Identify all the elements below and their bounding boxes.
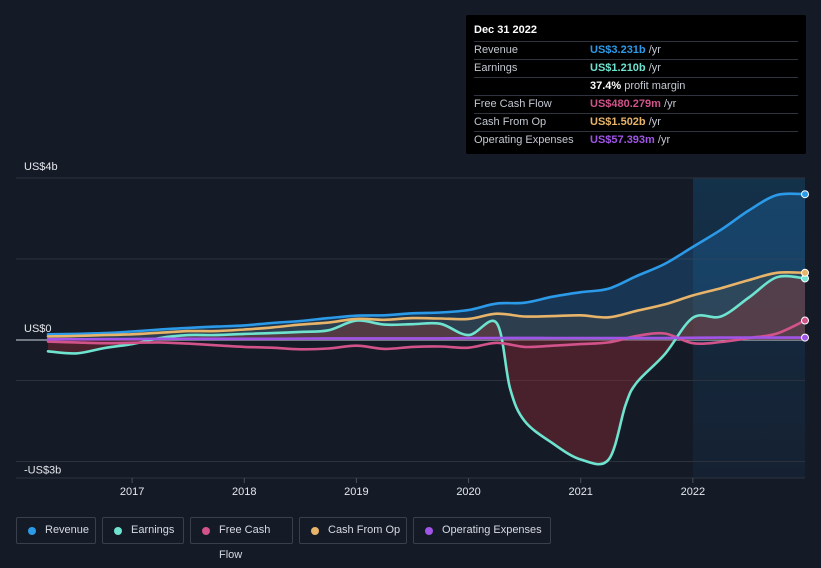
revenue-area	[48, 193, 805, 340]
x-tick-label: 2020	[456, 486, 480, 498]
x-tick-label: 2019	[344, 486, 368, 498]
y-tick-label: US$4b	[24, 161, 58, 173]
legend-item-free-cash-flow[interactable]: Free Cash Flow	[190, 517, 293, 561]
tooltip-date: Dec 31 2022	[474, 24, 798, 42]
tooltip-row-value: US$1.502b /yr	[590, 116, 661, 128]
tooltip-row-label: Earnings	[474, 62, 518, 74]
data-tooltip: Dec 31 2022 Revenue US$3.231b /yr Earnings…	[466, 15, 806, 154]
legend-label: Operating Expenses	[442, 524, 542, 536]
legend-label: Earnings	[131, 524, 175, 536]
x-tick-label: 2021	[568, 486, 592, 498]
tooltip-row-label: Operating Expenses	[474, 134, 574, 146]
cash-from-op-area	[48, 272, 805, 340]
tooltip-row: Revenue US$3.231b /yr	[474, 42, 798, 60]
earnings-area	[48, 276, 805, 465]
operating-expenses-line	[46, 336, 807, 341]
legend-item-earnings[interactable]: Earnings	[102, 517, 184, 544]
legend-label: Revenue	[45, 524, 90, 536]
legend-dot-icon	[202, 527, 210, 535]
x-tick-label: 2022	[681, 486, 705, 498]
x-tick-label: 2017	[120, 486, 144, 498]
tooltip-row: 37.4% profit margin	[474, 78, 798, 96]
tooltip-row: Operating Expenses US$57.393m /yr	[474, 132, 798, 149]
tooltip-row-value: US$57.393m /yr	[590, 134, 671, 146]
tooltip-row: Cash From Op US$1.502b /yr	[474, 114, 798, 132]
legend-item-revenue[interactable]: Revenue	[16, 517, 96, 544]
y-tick-label: -US$3b	[24, 465, 61, 477]
legend-item-cash-from-op[interactable]: Cash From Op	[299, 517, 407, 544]
free-cash-flow-end-point	[801, 316, 809, 325]
legend-dot-icon	[425, 527, 433, 535]
forecast-highlight-band	[693, 178, 805, 478]
tooltip-row: Free Cash Flow US$480.279m /yr	[474, 96, 798, 114]
operating-expenses-end-point	[801, 333, 809, 342]
tooltip-row: Earnings US$1.210b /yr	[474, 60, 798, 78]
tooltip-row-label: Cash From Op	[474, 116, 547, 128]
tooltip-row-value: US$3.231b /yr	[590, 44, 661, 56]
legend-dot-icon	[28, 527, 36, 535]
revenue-line	[46, 192, 807, 336]
legend-dot-icon	[311, 527, 319, 535]
legend-label: Free Cash Flow	[219, 524, 271, 561]
legend-label: Cash From Op	[328, 524, 401, 536]
earnings-line	[46, 274, 807, 466]
revenue-end-point	[801, 190, 809, 199]
tooltip-row-value: 37.4% profit margin	[590, 80, 686, 92]
y-tick-label: US$0	[24, 323, 52, 335]
tooltip-row-label: Revenue	[474, 44, 519, 56]
legend-item-operating-expenses[interactable]: Operating Expenses	[413, 517, 551, 544]
tooltip-row-value: US$1.210b /yr	[590, 62, 661, 74]
tooltip-row-value: US$480.279m /yr	[590, 98, 677, 110]
x-tick-label: 2018	[232, 486, 256, 498]
legend-dot-icon	[114, 527, 122, 535]
cash-from-op-end-point	[801, 268, 809, 277]
cash-from-op-line	[46, 270, 807, 338]
tooltip-row-label: Free Cash Flow	[474, 98, 552, 110]
